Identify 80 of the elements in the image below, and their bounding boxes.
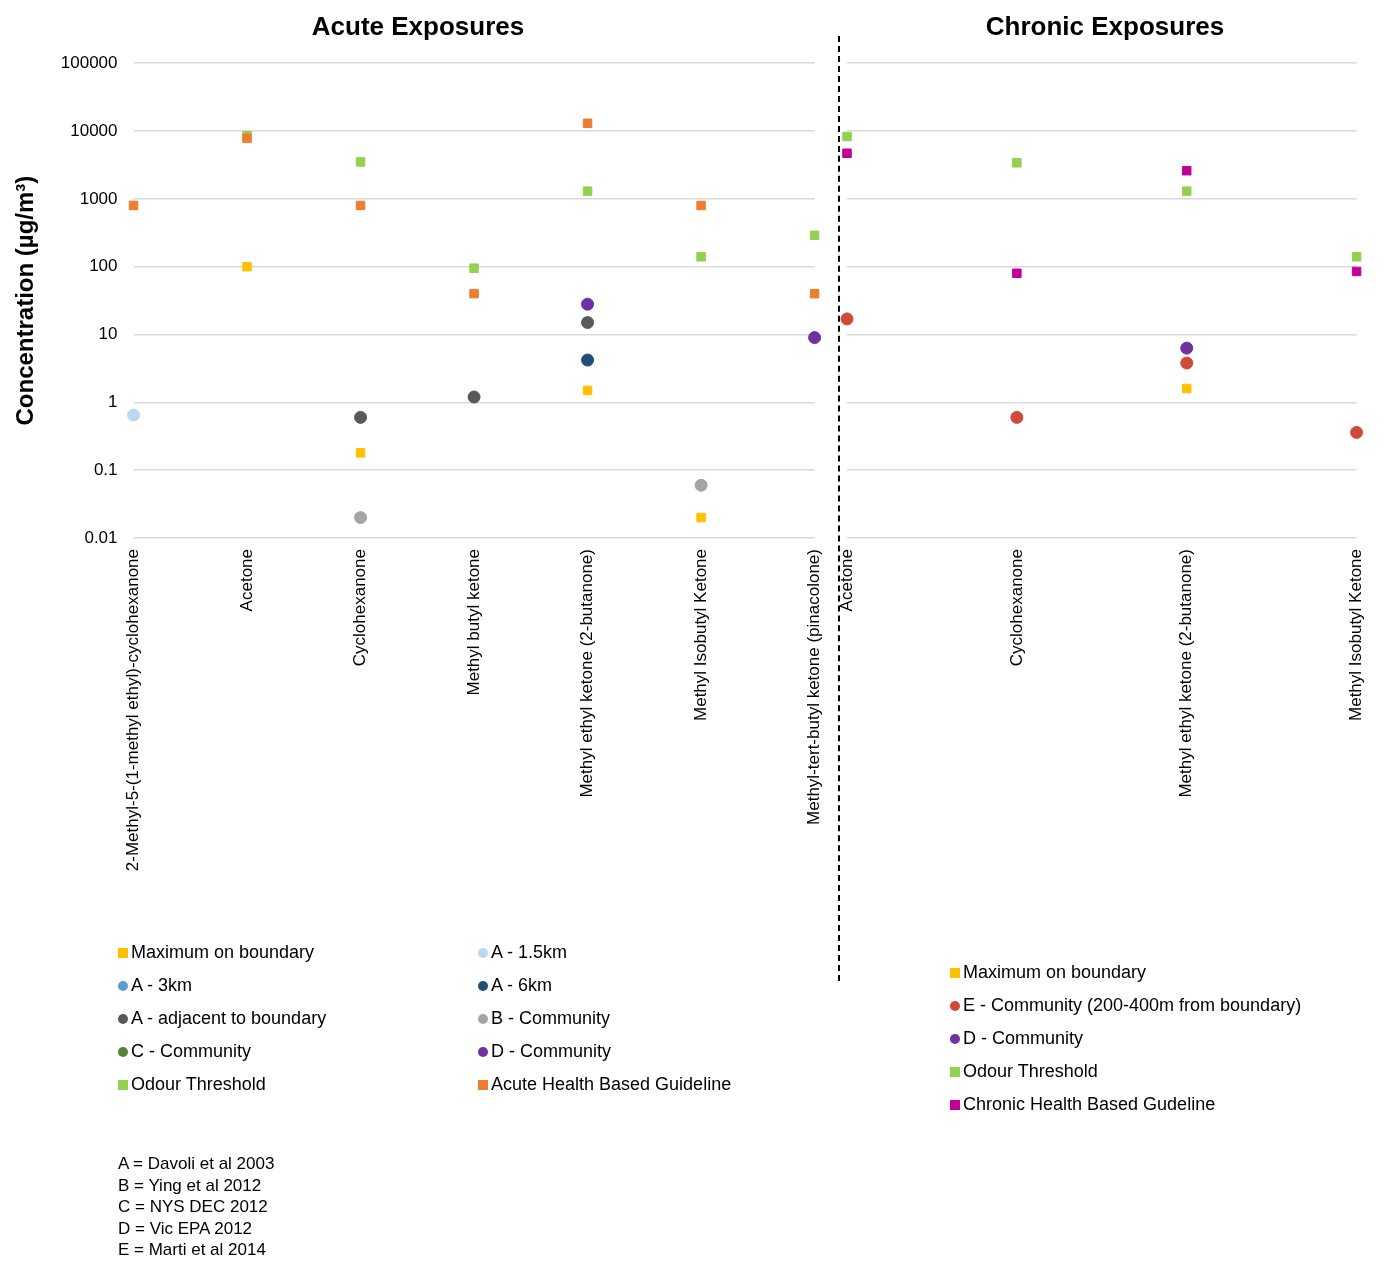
y-tick-label: 0.01 [84,527,118,547]
point [582,186,593,196]
point [1180,341,1194,355]
legend-label: A - 6km [491,975,553,996]
legend-label: B - Community [491,1008,611,1029]
point [355,200,366,211]
point [1350,425,1364,439]
point [581,316,595,330]
legend-label: Odour Threshold [131,1074,266,1095]
legend-label: E - Community (200-400m from boundary) [963,995,1302,1016]
y-tick-label: 10 [98,324,118,344]
point [354,410,368,424]
y-tick-label: 100 [89,256,118,276]
point [1010,410,1024,424]
point [1181,383,1192,394]
text: A = Davoli et al 2003 [118,1153,276,1175]
point [842,148,852,159]
point [840,312,854,326]
x-tick-label: Acetone [836,549,856,612]
point [808,331,822,345]
x-tick-label: Cyclohexanone [1006,549,1026,667]
point [355,448,366,458]
legend-label: Odour Threshold [963,1061,1098,1082]
point [582,385,593,396]
point [696,512,706,523]
x-tick-label: Cyclohexanone [350,549,370,667]
y-tick-label: 10000 [70,120,118,140]
legend-label: D - Community [963,1028,1084,1049]
legend-label: Maximum on boundary [131,942,315,963]
point [1012,268,1022,278]
point [694,478,708,492]
point [355,157,366,167]
legend-label: Acute Health Based Guideline [491,1074,732,1095]
x-tick-label: Methyl butyl ketone [463,549,483,696]
legend-label: C - Community [131,1041,252,1062]
point [467,390,481,404]
legend-label: A - 1.5km [491,942,568,963]
point [1181,186,1192,196]
point [696,200,706,211]
point [581,353,595,367]
text: B = Ying et al 2012 [118,1174,263,1196]
text: E = Marti et al 2014 [118,1239,267,1261]
point [809,288,820,299]
legend-label: A - adjacent to boundary [131,1008,327,1029]
point [242,261,252,272]
point [1351,266,1362,277]
point [127,408,141,422]
point [842,131,852,142]
y-tick-label: 100000 [60,52,118,72]
text: C = NYS DEC 2012 [118,1196,269,1218]
x-tick-label: 2-Methyl-5-(1-methyl ethyl)-cyclohexanone [123,549,143,872]
point [581,297,595,311]
x-tick-label: Acetone [236,549,256,612]
point [582,118,593,129]
text: D = Vic EPA 2012 [118,1217,254,1239]
point [128,200,139,211]
legend-label: D - Community [491,1041,612,1062]
x-tick-label: Methyl ethyl ketone (2-butanone) [577,549,597,798]
y-axis-title: Concentration (µg/m³) [11,175,39,426]
chart-title: Chronic Exposures [985,10,1225,41]
point [1180,356,1194,370]
point [809,230,820,241]
x-tick-label: Methyl-tert-butyl ketone (pinacolone) [804,549,824,825]
legend-label: A - 3km [131,975,193,996]
point [354,511,368,525]
x-tick-label: Methyl ethyl ketone (2-butanone) [1176,549,1196,798]
y-tick-label: 1 [108,392,118,412]
legend-label: Maximum on boundary [963,962,1147,983]
x-tick-label: Methyl Isobutyl Ketone [1346,549,1366,721]
point [1012,158,1022,168]
point [469,263,479,273]
point [1351,252,1362,262]
y-tick-label: 1000 [79,188,118,208]
y-tick-label: 0.1 [93,459,118,479]
x-tick-label: Methyl Isobutyl Ketone [690,549,710,721]
chart-title: Acute Exposures [311,10,525,41]
point [469,288,479,299]
legend-label: Chronic Health Based Gudeline [963,1094,1216,1115]
point [1181,165,1192,176]
point [696,252,706,262]
